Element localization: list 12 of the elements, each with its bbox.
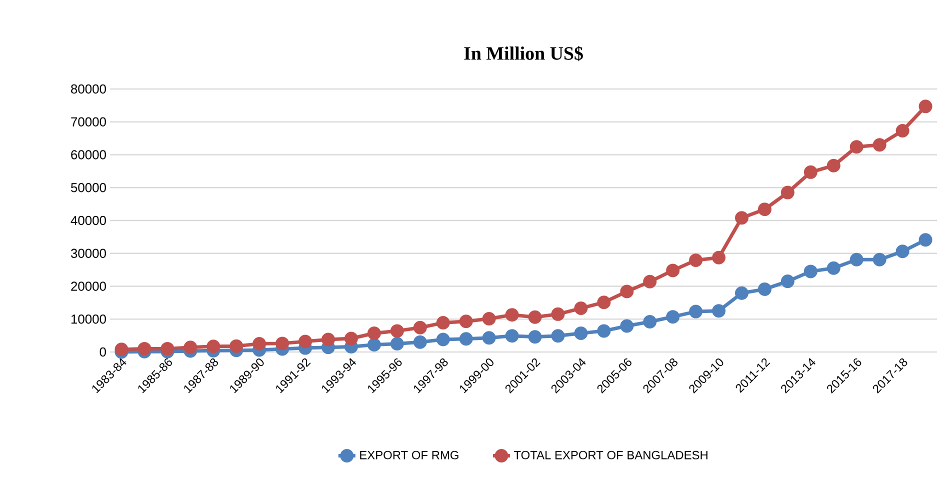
legend-label: TOTAL EXPORT OF BANGLADESH <box>514 450 708 460</box>
y-tick-label: 10000 <box>71 314 106 324</box>
y-tick-label: 60000 <box>71 150 106 160</box>
y-tick-label: 0 <box>100 347 106 357</box>
y-tick-label: 30000 <box>70 248 106 258</box>
chart-title: In Million US$ <box>464 46 583 62</box>
y-tick-label: 20000 <box>71 282 106 291</box>
y-tick-label: 70000 <box>71 117 106 126</box>
legend-label: EXPORT OF RMG <box>360 450 458 460</box>
y-tick-label: 40000 <box>70 216 106 226</box>
y-tick-label: 80000 <box>71 84 106 94</box>
y-tick-label: 50000 <box>70 183 106 192</box>
